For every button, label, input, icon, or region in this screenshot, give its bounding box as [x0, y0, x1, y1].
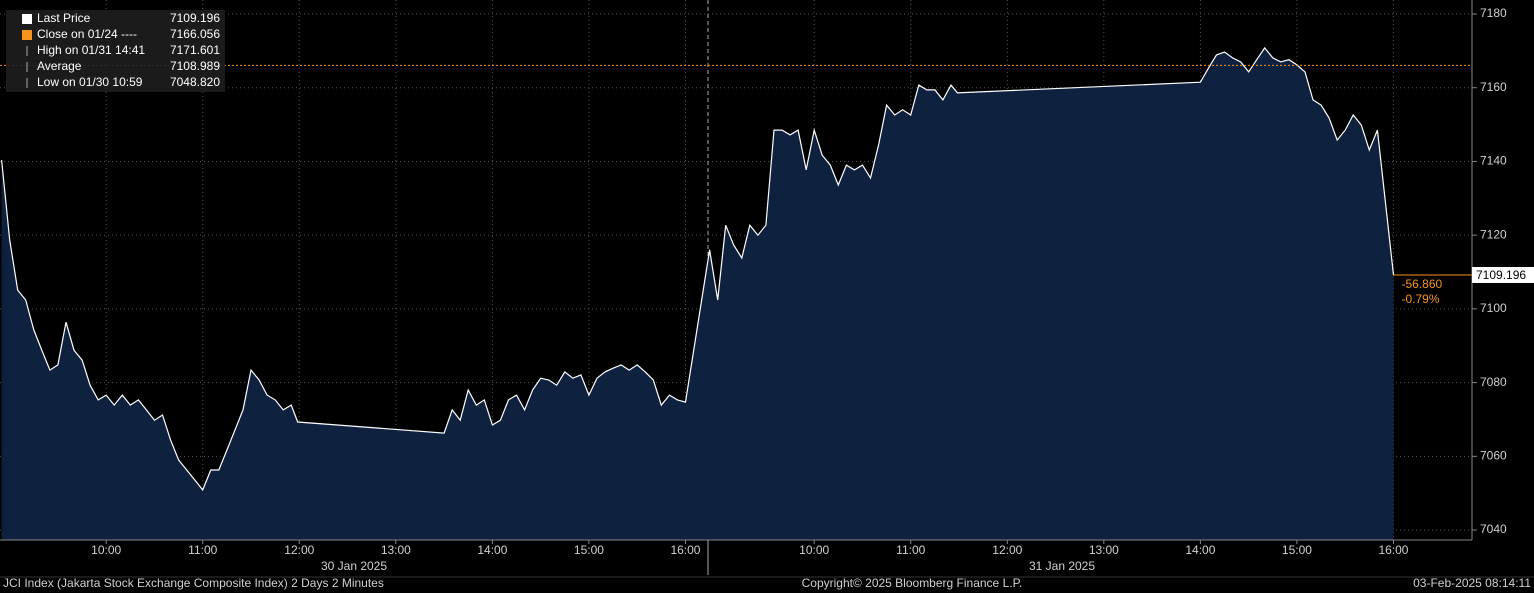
- legend-value: 7048.820: [170, 75, 220, 89]
- y-tick-label: 7060: [1480, 448, 1507, 462]
- x-tick-label: 13:00: [1089, 543, 1119, 557]
- footer-left: JCI Index (Jakarta Stock Exchange Compos…: [3, 576, 384, 590]
- legend-name: Last Price: [37, 11, 91, 25]
- footer-right: 03-Feb-2025 08:14:11: [1413, 576, 1531, 590]
- legend-value: 7108.989: [170, 59, 220, 73]
- x-tick-label: 14:00: [477, 543, 507, 557]
- legend-value: 7166.056: [170, 27, 220, 41]
- price-line: [1, 46, 1395, 492]
- last-price-label: 7109.196: [1476, 268, 1526, 282]
- legend-name: Average: [37, 59, 82, 73]
- y-tick-label: 7120: [1480, 227, 1507, 241]
- y-tick-label: 7180: [1480, 6, 1507, 20]
- legend-value: 7171.601: [170, 43, 220, 57]
- legend-swatch: [22, 30, 32, 40]
- legend-box: [6, 10, 225, 92]
- legend-name: Close on 01/24 ----: [37, 27, 137, 41]
- x-tick-label: 13:00: [381, 543, 411, 557]
- last-price-box: [1472, 266, 1534, 283]
- x-tick-label: 12:00: [284, 543, 314, 557]
- x-tick-label: 12:00: [992, 543, 1022, 557]
- x-tick-label: 11:00: [896, 543, 925, 557]
- legend-name: Low on 01/30 10:59: [37, 75, 143, 89]
- legend: Last Price 7109.196 Close on 01/24 ---- 716…: [6, 10, 225, 92]
- x-tick-label: 10:00: [91, 543, 121, 557]
- y-tick-label: 7140: [1480, 154, 1507, 168]
- y-tick-label: 7040: [1480, 522, 1507, 536]
- day-label: 31 Jan 2025: [1029, 559, 1095, 573]
- x-tick-label: 15:00: [1282, 543, 1312, 557]
- x-tick-label: 11:00: [188, 543, 217, 557]
- plot: [0, 0, 1472, 541]
- legend-swatch: [22, 14, 32, 24]
- x-tick-label: 15:00: [574, 543, 604, 557]
- day-label: 30 Jan 2025: [321, 559, 387, 573]
- legend-value: 7109.196: [170, 11, 220, 25]
- x-tick-label: 10:00: [799, 543, 829, 557]
- change-pct-label: -0.79%: [1401, 292, 1439, 306]
- y-tick-label: 7160: [1480, 80, 1507, 94]
- change-label: -56.860: [1401, 277, 1442, 291]
- x-tick-label: 16:00: [670, 543, 700, 557]
- x-tick-label: 16:00: [1378, 543, 1408, 557]
- y-tick-label: 7080: [1480, 375, 1507, 389]
- x-tick-label: 14:00: [1185, 543, 1215, 557]
- y-tick-label: 7100: [1480, 301, 1507, 315]
- footer-center: Copyright© 2025 Bloomberg Finance L.P.: [802, 576, 1023, 590]
- legend-name: High on 01/31 14:41: [37, 43, 145, 57]
- price-area: [1, 47, 1394, 541]
